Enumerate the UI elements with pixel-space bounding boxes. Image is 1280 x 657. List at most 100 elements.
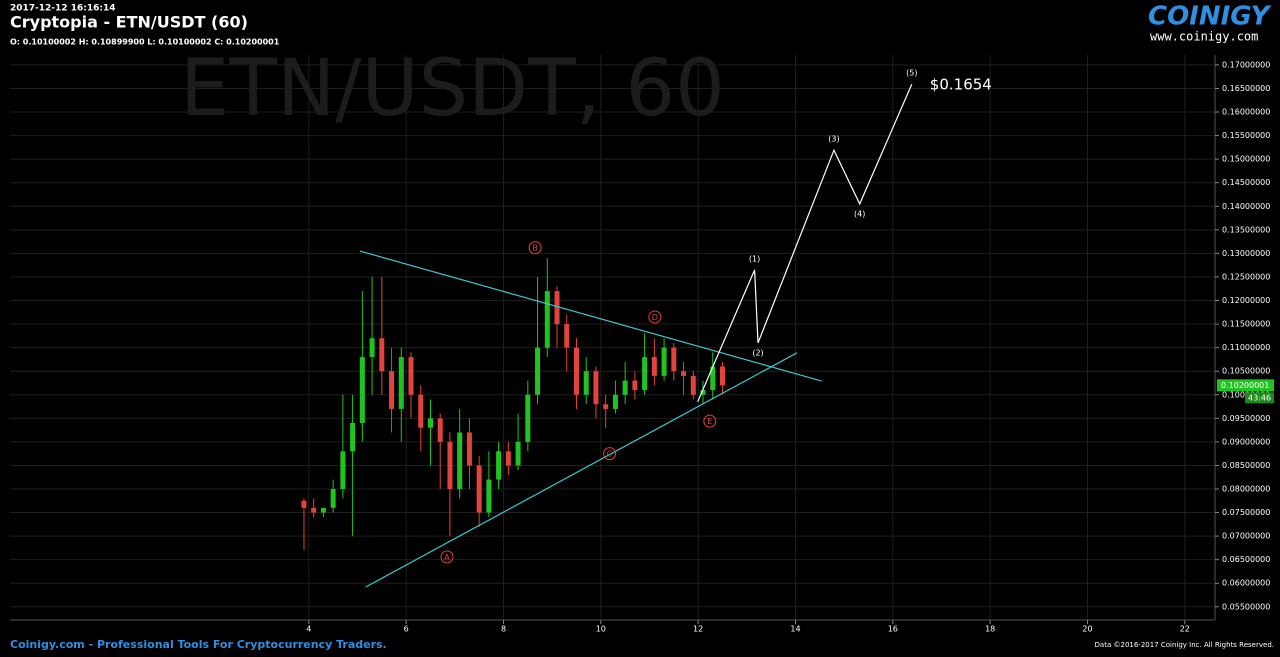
candle-body [408, 357, 414, 395]
wave-label: (5) [906, 69, 917, 78]
candle-body [544, 291, 550, 348]
y-tick-label: 0.05500000 [1222, 602, 1270, 611]
candle-body [661, 347, 667, 376]
candle-body [583, 371, 589, 395]
candle-body [651, 357, 657, 376]
y-tick-label: 0.08000000 [1222, 484, 1270, 493]
candle-body [379, 338, 385, 372]
candle-body [719, 366, 725, 386]
y-tick-label: 0.07500000 [1222, 508, 1270, 517]
wave-label: (1) [749, 254, 760, 263]
y-tick-label: 0.14500000 [1222, 178, 1270, 187]
letter-circle [440, 550, 454, 564]
letter-label: D [652, 313, 658, 322]
letter-label: A [444, 553, 450, 562]
candle-body [301, 500, 307, 508]
ohlc-info: O: 0.10100002 H: 0.10899900 L: 0.1010000… [10, 38, 280, 47]
letter-circle [703, 414, 717, 428]
countdown-label: 43:46 [1248, 393, 1271, 402]
y-tick-label: 0.16500000 [1222, 84, 1270, 93]
trendline [365, 352, 798, 588]
candle-body [603, 404, 609, 409]
candle-body [330, 488, 336, 508]
candle-body [389, 371, 395, 409]
candle-body [505, 451, 511, 466]
letter-label: B [532, 244, 538, 253]
candle-body [515, 441, 521, 466]
candle-body [369, 338, 375, 358]
candle-body [554, 291, 560, 325]
watermark: ETN/USDT, 60 [180, 44, 725, 134]
y-tick-label: 0.17000000 [1222, 60, 1270, 69]
wave-label: (4) [854, 209, 865, 218]
candle-body [642, 357, 648, 391]
x-tick-label: 10 [596, 625, 606, 634]
candle-body [447, 441, 453, 489]
y-tick-label: 0.15500000 [1222, 131, 1270, 140]
candle-body [564, 324, 570, 348]
y-tick-label: 0.11000000 [1222, 343, 1270, 352]
y-tick-label: 0.09500000 [1222, 414, 1270, 423]
last-price-label: 0.10200001 [1221, 381, 1269, 390]
letter-circle [528, 241, 542, 255]
candle-body [496, 451, 502, 480]
y-tick-label: 0.09000000 [1222, 437, 1270, 446]
candle-body [622, 380, 628, 395]
letter-label: C [607, 450, 613, 459]
candle-body [612, 394, 618, 409]
x-tick-label: 22 [1180, 625, 1190, 634]
candle-body [427, 418, 433, 428]
x-tick-label: 4 [306, 625, 311, 634]
letter-label: E [707, 417, 712, 426]
x-tick-label: 12 [693, 625, 703, 634]
wave-label: (3) [828, 135, 839, 144]
candle-body [573, 347, 579, 395]
y-tick-label: 0.11500000 [1222, 320, 1270, 329]
y-tick-label: 0.06500000 [1222, 555, 1270, 564]
candle-body [418, 394, 424, 428]
y-tick-label: 0.12500000 [1222, 272, 1270, 281]
candle-body [340, 451, 346, 489]
candle-body [525, 394, 531, 442]
x-tick-label: 18 [985, 625, 995, 634]
wave-label: (2) [752, 348, 763, 357]
x-tick-label: 8 [501, 625, 506, 634]
y-tick-label: 0.10500000 [1222, 367, 1270, 376]
logo: COINIGY [1148, 2, 1273, 32]
candle-body [535, 347, 541, 395]
candle-body [671, 347, 677, 372]
letter-circle [648, 310, 662, 324]
candle-body [476, 465, 482, 513]
candle-body [486, 479, 492, 513]
y-tick-label: 0.08500000 [1222, 461, 1270, 470]
wave-projection [697, 83, 913, 403]
y-tick-label: 0.15000000 [1222, 155, 1270, 164]
x-tick-label: 6 [404, 625, 409, 634]
target-label: $0.1654 [930, 76, 992, 94]
letter-circle [603, 447, 617, 461]
y-tick-label: 0.13500000 [1222, 225, 1270, 234]
x-tick-label: 16 [888, 625, 898, 634]
candle-body [311, 507, 317, 513]
candle-body [700, 390, 706, 395]
candle-body [710, 366, 716, 391]
candle-body [466, 432, 472, 466]
chart-title: Cryptopia - ETN/USDT (60) [10, 13, 248, 32]
y-tick-label: 0.14000000 [1222, 202, 1270, 211]
candle-body [690, 375, 696, 395]
y-tick-label: 0.07000000 [1222, 532, 1270, 541]
candle-body [359, 357, 365, 424]
footer-left: Coinigy.com - Professional Tools For Cry… [10, 638, 387, 651]
countdown-box [1245, 392, 1274, 404]
candle-body [457, 432, 463, 489]
timestamp: 2017-12-12 16:16:14 [10, 4, 115, 14]
candle-body [593, 371, 599, 405]
y-tick-label: 0.13000000 [1222, 249, 1270, 258]
candle-body [320, 507, 326, 513]
x-tick-label: 14 [790, 625, 800, 634]
candle-body [350, 423, 356, 452]
last-price-box [1217, 379, 1274, 392]
